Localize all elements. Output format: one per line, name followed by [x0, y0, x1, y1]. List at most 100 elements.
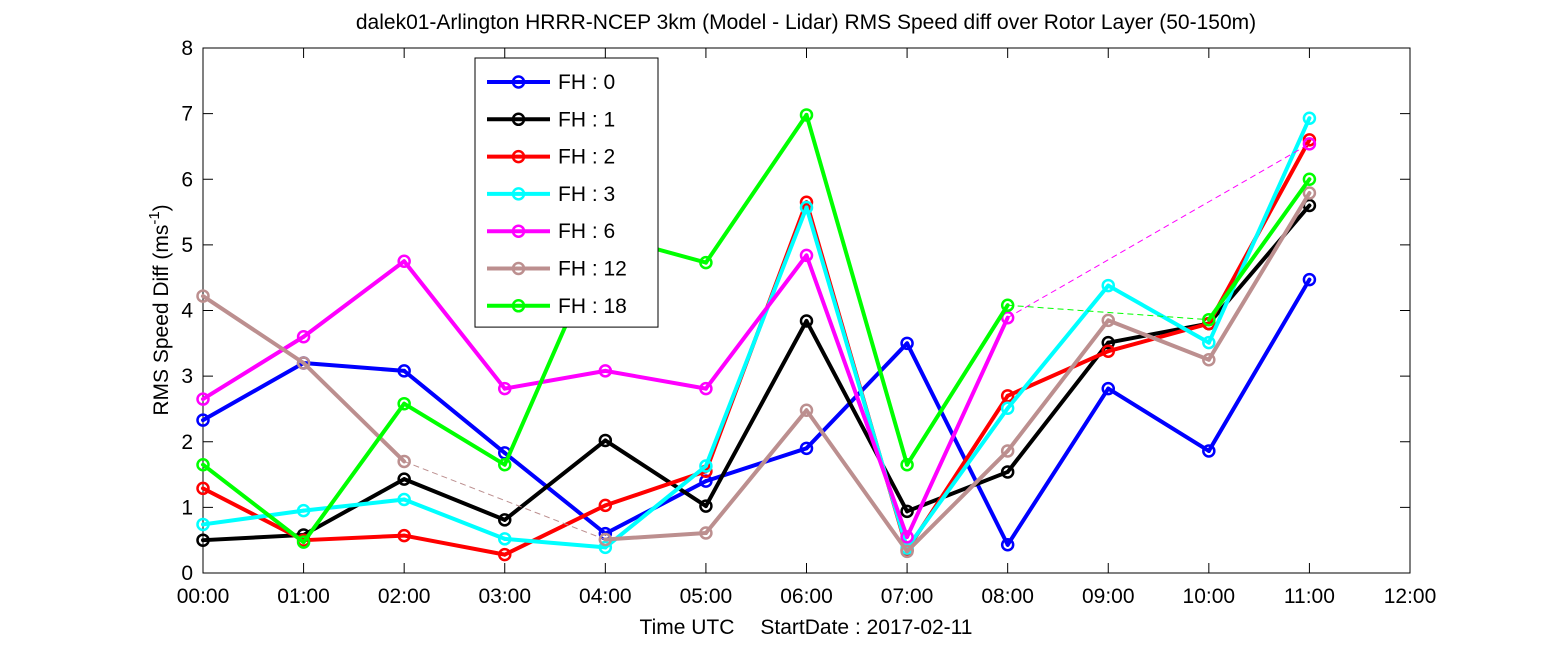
data-point	[1101, 278, 1115, 293]
series-line-segment	[301, 533, 407, 543]
x-axis-label: Time UTC StartDate : 2017-02-11	[640, 616, 973, 639]
y-tick-label: 6	[181, 168, 193, 191]
data-point	[1101, 313, 1115, 328]
data-point	[900, 457, 914, 472]
data-point	[1202, 444, 1216, 458]
x-tick-label: 00:00	[177, 585, 230, 608]
series-line-segment	[804, 253, 910, 539]
series-line-segment	[603, 530, 708, 542]
data-point	[1302, 172, 1317, 186]
data-point	[900, 336, 914, 351]
data-point	[397, 364, 411, 378]
series-line-segment	[301, 401, 407, 545]
x-tick-label: 01:00	[277, 585, 330, 608]
data-point	[196, 392, 210, 406]
data-point	[296, 503, 311, 518]
series-line-segment	[301, 361, 407, 373]
data-point	[598, 498, 613, 513]
y-tick-label: 2	[181, 431, 193, 454]
data-point	[699, 526, 713, 540]
chart-title: dalek01-Arlington HRRR-NCEP 3km (Model -…	[356, 11, 1256, 34]
data-point	[196, 457, 210, 472]
legend-label: FH : 12	[558, 258, 627, 281]
legend-label: FH : 1	[558, 108, 615, 131]
x-tick-label: 07:00	[881, 585, 934, 608]
y-axis-label-exponent: -1	[146, 211, 163, 224]
series-line-segment	[703, 112, 809, 265]
series-line-segment	[502, 503, 608, 557]
y-tick-label: 1	[181, 496, 193, 519]
series-line-segment	[201, 532, 306, 543]
data-point	[1101, 335, 1115, 350]
series-line-segment	[905, 303, 1010, 467]
series-line-segment	[301, 497, 407, 513]
y-tick-label: 3	[181, 365, 193, 388]
series-line-segment	[1106, 386, 1211, 453]
data-point	[498, 513, 512, 527]
data-point	[900, 504, 914, 519]
series-line-segment	[603, 438, 708, 509]
series-line-segment	[703, 253, 809, 391]
data-point	[397, 254, 411, 269]
y-tick-label: 8	[181, 37, 193, 60]
data-point	[196, 533, 210, 547]
plot-area	[202, 47, 1411, 574]
y-axis-label-close: )	[150, 204, 173, 211]
y-tick-label: 0	[181, 562, 193, 585]
series-line-segment	[905, 315, 1010, 539]
data-point	[699, 381, 713, 396]
data-point	[296, 356, 311, 370]
data-point	[1202, 335, 1216, 350]
series-line-segment	[1206, 116, 1312, 345]
x-tick-label: 10:00	[1183, 585, 1236, 608]
series-line-segment	[502, 368, 608, 391]
series-5	[196, 186, 1317, 559]
series-line-segment	[1005, 340, 1111, 474]
data-point	[799, 108, 814, 122]
series-line-segment	[1005, 318, 1111, 453]
legend-marker	[511, 112, 526, 127]
legend-marker	[511, 187, 526, 201]
series-gap-line	[1007, 143, 1310, 319]
legend-item: FH : 12	[487, 258, 627, 281]
legend-item: FH : 0	[487, 71, 615, 94]
legend-item: FH : 2	[487, 146, 615, 169]
data-point	[699, 499, 713, 513]
legend-item: FH : 18	[487, 295, 627, 318]
data-point	[1302, 186, 1317, 200]
series-line-segment	[804, 319, 910, 514]
data-point	[296, 330, 311, 344]
series-line-segment	[1206, 191, 1312, 362]
series-line-segment	[402, 368, 507, 455]
legend-item: FH : 6	[487, 220, 615, 243]
data-point	[598, 540, 613, 555]
legend-label: FH : 2	[558, 146, 615, 169]
x-tick-label: 12:00	[1384, 585, 1437, 608]
data-point	[1000, 538, 1015, 552]
x-axis-label-main: Time UTC	[640, 616, 735, 639]
data-point	[799, 403, 814, 417]
data-point	[196, 481, 210, 496]
data-point	[900, 530, 914, 544]
series-line-segment	[804, 408, 910, 554]
series-line-segment	[603, 469, 708, 508]
series-line-segment	[502, 536, 608, 550]
y-axis-label-main: RMS Speed Diff (ms	[150, 225, 173, 416]
data-point	[397, 472, 411, 486]
data-point	[498, 381, 512, 396]
series-line-segment	[402, 259, 507, 391]
series-line-segment	[502, 450, 608, 536]
x-tick-label: 08:00	[981, 585, 1034, 608]
data-point	[699, 255, 713, 270]
series-layer	[196, 108, 1317, 562]
legend-label: FH : 0	[558, 71, 615, 94]
series-line-segment	[703, 205, 809, 469]
x-tick-label: 06:00	[780, 585, 833, 608]
series-line-segment	[1106, 318, 1211, 362]
x-tick-label: 11:00	[1284, 585, 1335, 608]
data-point	[799, 314, 814, 328]
series-line-segment	[1106, 283, 1211, 345]
series-line-segment	[905, 341, 1010, 547]
x-tick-label: 03:00	[478, 585, 531, 608]
data-point	[1000, 389, 1015, 403]
